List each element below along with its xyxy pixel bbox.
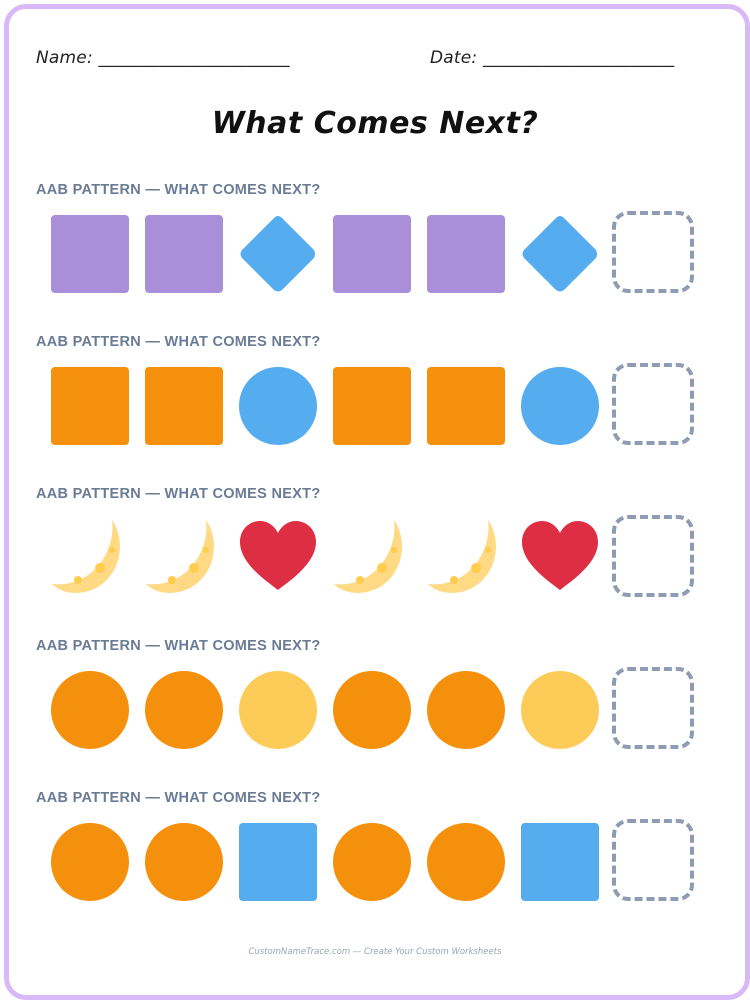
diamond-shape — [238, 214, 318, 294]
pattern-row — [50, 667, 710, 758]
square-shape — [144, 214, 224, 294]
answer-box[interactable] — [612, 515, 694, 597]
pattern-row — [50, 819, 710, 910]
circle-shape — [520, 670, 600, 750]
circle-shape — [144, 670, 224, 750]
circle-shape — [50, 670, 130, 750]
square-shape — [50, 214, 130, 294]
pattern-row-label: AAB PATTERN — WHAT COMES NEXT? — [36, 790, 321, 806]
circle-shape — [332, 670, 412, 750]
circle-shape — [50, 822, 130, 902]
square-shape — [332, 214, 412, 294]
square-shape — [50, 366, 130, 446]
square-shape — [144, 366, 224, 446]
name-field-label: Name: ______________________ — [36, 48, 290, 68]
square-shape — [238, 822, 318, 902]
footer-credit: CustomNameTrace.com — Create Your Custom… — [248, 947, 502, 957]
answer-box[interactable] — [612, 363, 694, 445]
moon-shape — [426, 518, 506, 598]
page-title: What Comes Next? — [211, 106, 539, 141]
square-shape — [520, 822, 600, 902]
pattern-row — [50, 211, 710, 302]
moon-shape — [144, 518, 224, 598]
circle-shape — [144, 822, 224, 902]
answer-box[interactable] — [612, 667, 694, 749]
circle-shape — [520, 366, 600, 446]
moon-shape — [332, 518, 412, 598]
square-shape — [426, 214, 506, 294]
circle-shape — [426, 822, 506, 902]
heart-shape — [238, 518, 318, 598]
diamond-shape — [520, 214, 600, 294]
pattern-row-label: AAB PATTERN — WHAT COMES NEXT? — [36, 638, 321, 654]
answer-box[interactable] — [612, 211, 694, 293]
circle-shape — [426, 670, 506, 750]
pattern-row-label: AAB PATTERN — WHAT COMES NEXT? — [36, 182, 321, 198]
square-shape — [426, 366, 506, 446]
heart-shape — [520, 518, 600, 598]
pattern-row-label: AAB PATTERN — WHAT COMES NEXT? — [36, 334, 321, 350]
square-shape — [332, 366, 412, 446]
pattern-row-label: AAB PATTERN — WHAT COMES NEXT? — [36, 486, 321, 502]
circle-shape — [238, 366, 318, 446]
answer-box[interactable] — [612, 819, 694, 901]
pattern-row — [50, 515, 710, 606]
date-field-label: Date: ______________________ — [430, 48, 675, 68]
circle-shape — [238, 670, 318, 750]
pattern-row — [50, 363, 710, 454]
circle-shape — [332, 822, 412, 902]
moon-shape — [50, 518, 130, 598]
